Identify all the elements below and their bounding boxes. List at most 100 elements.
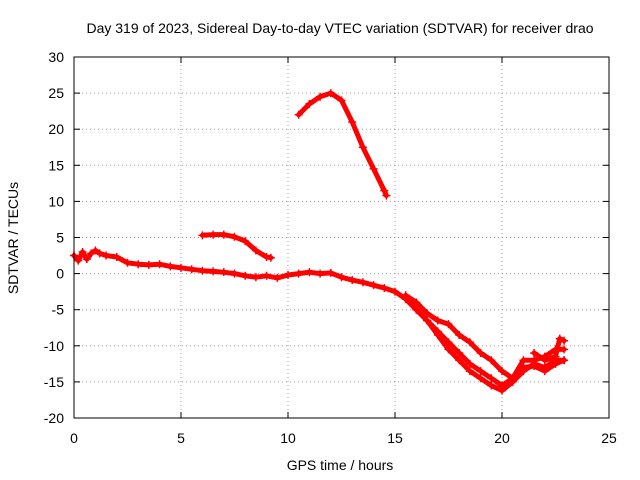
x-tick-label: 25	[601, 430, 617, 446]
data-point	[423, 309, 432, 318]
data-point	[209, 230, 218, 239]
data-point	[560, 345, 569, 354]
data-point	[487, 381, 496, 390]
data-point	[465, 359, 474, 368]
data-point	[476, 367, 485, 376]
data-point	[369, 164, 378, 173]
series-main-track	[71, 248, 567, 388]
data-point	[198, 266, 207, 275]
data-point	[455, 356, 464, 365]
y-tick-label: -5	[52, 302, 65, 318]
data-point	[187, 265, 196, 274]
data-point	[241, 271, 250, 280]
y-tick-label: -10	[44, 338, 64, 354]
data-point	[498, 386, 506, 395]
data-point	[326, 268, 335, 277]
data-point	[95, 249, 104, 258]
data-point	[519, 356, 528, 365]
data-point	[262, 271, 271, 280]
data-point	[230, 269, 239, 278]
data-point	[498, 367, 506, 376]
y-tick-label: 25	[48, 85, 64, 101]
data-point	[519, 367, 528, 376]
data-point	[369, 281, 378, 290]
data-point	[465, 367, 474, 376]
y-tick-label: -15	[44, 374, 64, 390]
data-point	[444, 345, 453, 354]
x-tick-label: 0	[70, 430, 78, 446]
data-point	[251, 246, 260, 255]
y-tick-label: 10	[48, 193, 64, 209]
data-point	[198, 231, 207, 240]
data-point	[144, 260, 153, 269]
series-lower-branch	[403, 296, 567, 394]
data-point	[219, 230, 228, 239]
data-point	[294, 110, 303, 119]
data-point	[82, 255, 91, 264]
data-point	[540, 356, 549, 365]
data-point	[87, 249, 96, 258]
data-point	[465, 338, 474, 347]
data-point	[305, 268, 314, 277]
data-point	[380, 284, 389, 293]
data-point	[423, 316, 432, 325]
x-tick-label: 20	[494, 430, 510, 446]
x-tick-label: 15	[387, 430, 403, 446]
data-point	[560, 356, 569, 365]
data-point	[508, 377, 517, 386]
data-point	[412, 305, 421, 314]
data-point	[155, 260, 164, 269]
data-point	[219, 268, 228, 277]
chart-title: Day 319 of 2023, Sidereal Day-to-day VTE…	[86, 20, 593, 36]
data-point	[380, 186, 389, 195]
y-tick-label: 20	[48, 121, 64, 137]
data-point	[102, 251, 111, 260]
data-point	[177, 263, 185, 272]
data-point	[433, 330, 442, 339]
data-point	[476, 349, 485, 358]
data-point	[230, 232, 239, 241]
data-point	[560, 336, 569, 345]
y-tick-label: 0	[56, 266, 64, 282]
series-layer	[70, 89, 569, 395]
data-point	[166, 262, 175, 271]
data-point	[433, 316, 442, 325]
data-point	[91, 246, 100, 255]
data-point	[316, 269, 325, 278]
data-point	[74, 256, 83, 265]
data-point	[284, 271, 292, 280]
data-point	[555, 334, 564, 343]
data-point	[78, 247, 87, 256]
data-point	[241, 237, 250, 246]
y-tick-label: 30	[48, 49, 64, 65]
y-tick-label: -20	[44, 410, 64, 426]
data-point	[455, 349, 464, 358]
data-point	[551, 352, 560, 361]
data-point	[476, 374, 485, 383]
data-point	[530, 349, 539, 358]
data-point	[348, 276, 357, 285]
data-point	[530, 359, 539, 368]
data-point	[326, 89, 335, 98]
data-point	[455, 330, 464, 339]
data-point	[391, 287, 399, 296]
data-point	[401, 294, 410, 303]
data-point	[112, 252, 121, 261]
data-point	[337, 273, 346, 282]
data-point	[348, 117, 357, 126]
data-point	[294, 269, 303, 278]
data-point	[316, 92, 325, 101]
data-point	[540, 363, 549, 372]
data-point	[266, 253, 275, 262]
grid	[74, 57, 609, 418]
y-tick-label: 5	[56, 230, 64, 246]
data-point	[337, 96, 346, 105]
ticks: 0 5 10 15 20 25 -20 -15 -10 -5 0 5 10 15 20 25 30	[44, 49, 617, 446]
data-point	[412, 298, 421, 307]
data-point	[382, 191, 391, 200]
data-point	[487, 374, 496, 383]
data-point	[273, 273, 282, 282]
data-point	[123, 258, 132, 267]
